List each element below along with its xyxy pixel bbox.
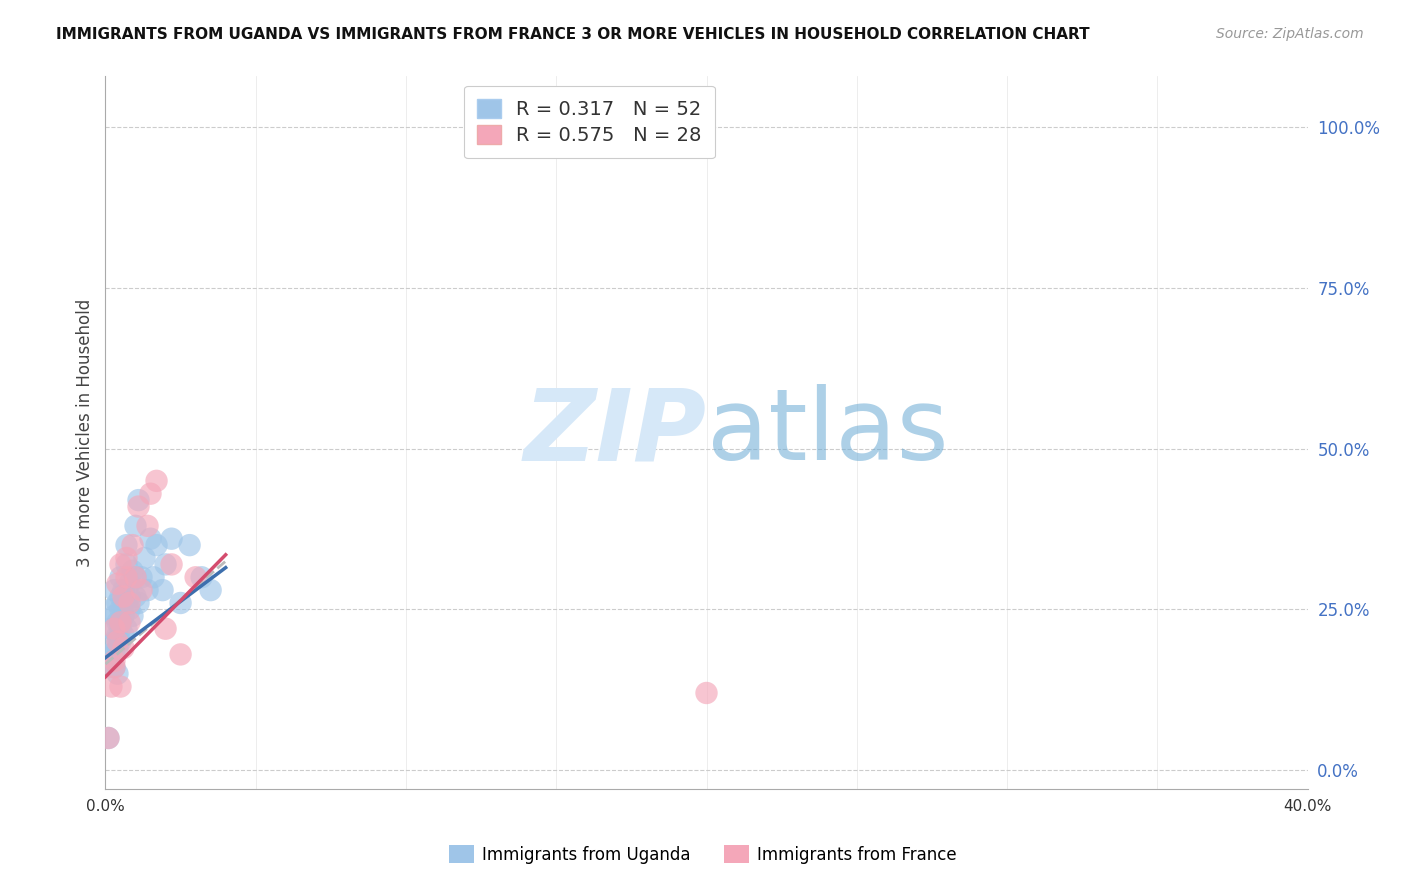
Text: atlas: atlas — [707, 384, 948, 481]
Text: IMMIGRANTS FROM UGANDA VS IMMIGRANTS FROM FRANCE 3 OR MORE VEHICLES IN HOUSEHOLD: IMMIGRANTS FROM UGANDA VS IMMIGRANTS FRO… — [56, 27, 1090, 42]
Text: ZIP: ZIP — [523, 384, 707, 481]
Point — [128, 493, 150, 508]
Point — [110, 602, 132, 616]
Point — [184, 570, 207, 584]
Point — [139, 532, 162, 546]
Point — [103, 608, 125, 623]
Point — [145, 474, 167, 488]
Point — [112, 596, 135, 610]
Point — [107, 596, 129, 610]
Point — [100, 602, 122, 616]
Point — [118, 576, 141, 591]
Point — [107, 640, 129, 655]
Point — [142, 570, 165, 584]
Point — [128, 596, 150, 610]
Point — [136, 519, 159, 533]
Point — [100, 654, 122, 668]
Point — [139, 486, 162, 500]
Point — [110, 622, 132, 636]
Point — [110, 590, 132, 604]
Point — [131, 583, 153, 598]
Point — [103, 622, 125, 636]
Point — [107, 615, 129, 630]
Point — [103, 648, 125, 662]
Point — [107, 666, 129, 681]
Point — [200, 583, 222, 598]
Point — [121, 564, 143, 578]
Legend: R = 0.317   N = 52, R = 0.575   N = 28: R = 0.317 N = 52, R = 0.575 N = 28 — [464, 86, 716, 159]
Point — [118, 615, 141, 630]
Point — [98, 648, 121, 662]
Point — [107, 634, 129, 648]
Point — [121, 538, 143, 552]
Point — [124, 570, 146, 584]
Point — [169, 648, 191, 662]
Point — [121, 608, 143, 623]
Point — [103, 660, 125, 674]
Point — [190, 570, 212, 584]
Point — [124, 570, 146, 584]
Point — [112, 628, 135, 642]
Point — [110, 615, 132, 630]
Point — [134, 551, 156, 566]
Point — [110, 680, 132, 694]
Point — [110, 570, 132, 584]
Point — [115, 570, 138, 584]
Text: Source: ZipAtlas.com: Source: ZipAtlas.com — [1216, 27, 1364, 41]
Point — [118, 596, 141, 610]
Y-axis label: 3 or more Vehicles in Household: 3 or more Vehicles in Household — [76, 299, 94, 566]
Point — [128, 500, 150, 514]
Point — [696, 686, 718, 700]
Point — [107, 576, 129, 591]
Point — [160, 532, 183, 546]
Point — [103, 654, 125, 668]
Point — [103, 660, 125, 674]
Point — [124, 519, 146, 533]
Point — [118, 602, 141, 616]
Point — [112, 583, 135, 598]
Point — [160, 558, 183, 572]
Legend: Immigrants from Uganda, Immigrants from France: Immigrants from Uganda, Immigrants from … — [443, 838, 963, 871]
Point — [179, 538, 201, 552]
Point — [152, 583, 174, 598]
Point — [97, 731, 120, 745]
Point — [115, 551, 138, 566]
Point — [115, 622, 138, 636]
Point — [155, 622, 177, 636]
Point — [112, 590, 135, 604]
Point — [118, 590, 141, 604]
Point — [110, 615, 132, 630]
Point — [145, 538, 167, 552]
Point — [100, 680, 122, 694]
Point — [131, 570, 153, 584]
Point — [155, 558, 177, 572]
Point — [110, 558, 132, 572]
Point — [97, 731, 120, 745]
Point — [100, 622, 122, 636]
Point — [110, 634, 132, 648]
Point — [107, 628, 129, 642]
Point — [124, 590, 146, 604]
Point — [115, 538, 138, 552]
Point — [112, 608, 135, 623]
Point — [107, 634, 129, 648]
Point — [136, 583, 159, 598]
Point — [169, 596, 191, 610]
Point — [103, 634, 125, 648]
Point — [112, 640, 135, 655]
Point — [103, 583, 125, 598]
Point — [115, 558, 138, 572]
